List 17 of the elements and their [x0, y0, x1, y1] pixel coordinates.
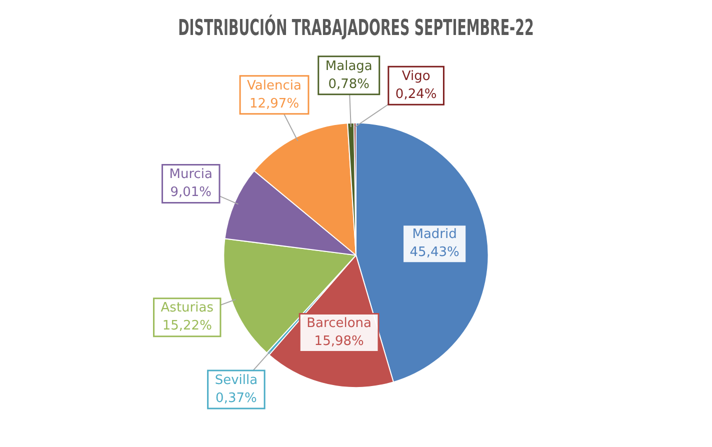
chart-title: DISTRIBUCIÓN TRABAJADORES SEPTIEMBRE-22 — [178, 14, 534, 41]
slice-label: Murcia — [169, 167, 213, 182]
data-label: 12,97% — [249, 96, 300, 112]
slice-label: Madrid — [412, 227, 457, 242]
slice-label: Valencia — [247, 78, 302, 94]
slice-label: Malaga — [325, 58, 372, 74]
slice-label: Sevilla — [214, 372, 258, 388]
data-label: 9,01% — [170, 185, 212, 200]
slice-label: Vigo — [402, 68, 430, 84]
data-label: 15,98% — [314, 334, 364, 350]
data-label: 15,22% — [162, 318, 212, 334]
slice-label: Asturias — [160, 300, 214, 316]
data-label: 45,43% — [410, 245, 460, 260]
slice-label: Barcelona — [306, 316, 372, 332]
data-label: 0,24% — [395, 86, 437, 102]
data-label: 0,78% — [328, 76, 370, 92]
data-label: 0,37% — [216, 390, 257, 406]
